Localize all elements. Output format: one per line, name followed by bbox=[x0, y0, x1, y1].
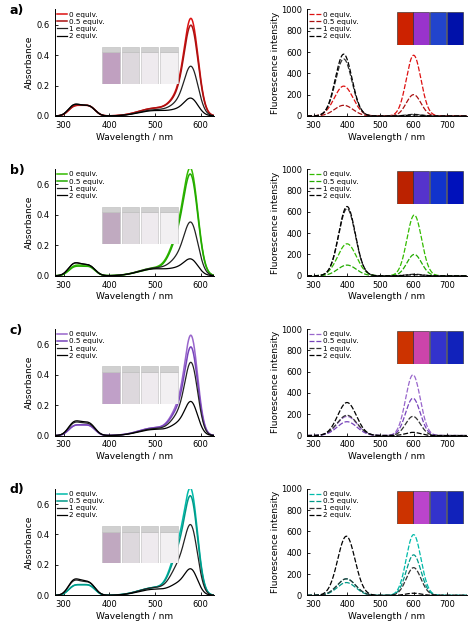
Y-axis label: Absorbance: Absorbance bbox=[25, 355, 34, 409]
X-axis label: Wavelength / nm: Wavelength / nm bbox=[96, 293, 173, 301]
X-axis label: Wavelength / nm: Wavelength / nm bbox=[96, 452, 173, 461]
Legend: 0 equiv., 0.5 equiv., 1 equiv., 2 equiv.: 0 equiv., 0.5 equiv., 1 equiv., 2 equiv. bbox=[56, 171, 105, 200]
Legend: 0 equiv., 0.5 equiv., 1 equiv., 2 equiv.: 0 equiv., 0.5 equiv., 1 equiv., 2 equiv. bbox=[309, 490, 359, 519]
X-axis label: Wavelength / nm: Wavelength / nm bbox=[348, 133, 426, 141]
Text: a): a) bbox=[10, 4, 24, 17]
Legend: 0 equiv., 0.5 equiv., 1 equiv., 2 equiv.: 0 equiv., 0.5 equiv., 1 equiv., 2 equiv. bbox=[56, 490, 105, 519]
Y-axis label: Fluorescence intensity: Fluorescence intensity bbox=[271, 11, 280, 114]
Text: d): d) bbox=[10, 484, 25, 497]
Legend: 0 equiv., 0.5 equiv., 1 equiv., 2 equiv.: 0 equiv., 0.5 equiv., 1 equiv., 2 equiv. bbox=[56, 11, 105, 40]
Legend: 0 equiv., 0.5 equiv., 1 equiv., 2 equiv.: 0 equiv., 0.5 equiv., 1 equiv., 2 equiv. bbox=[309, 330, 359, 359]
X-axis label: Wavelength / nm: Wavelength / nm bbox=[348, 612, 426, 621]
Y-axis label: Absorbance: Absorbance bbox=[25, 36, 34, 89]
Y-axis label: Fluorescence intensity: Fluorescence intensity bbox=[271, 491, 280, 593]
Legend: 0 equiv., 0.5 equiv., 1 equiv., 2 equiv.: 0 equiv., 0.5 equiv., 1 equiv., 2 equiv. bbox=[309, 11, 359, 40]
Text: c): c) bbox=[10, 323, 23, 337]
X-axis label: Wavelength / nm: Wavelength / nm bbox=[348, 293, 426, 301]
Y-axis label: Fluorescence intensity: Fluorescence intensity bbox=[271, 331, 280, 433]
Legend: 0 equiv., 0.5 equiv., 1 equiv., 2 equiv.: 0 equiv., 0.5 equiv., 1 equiv., 2 equiv. bbox=[56, 330, 105, 359]
Text: b): b) bbox=[10, 164, 25, 177]
X-axis label: Wavelength / nm: Wavelength / nm bbox=[348, 452, 426, 461]
Y-axis label: Fluorescence intensity: Fluorescence intensity bbox=[271, 171, 280, 274]
Y-axis label: Absorbance: Absorbance bbox=[25, 196, 34, 249]
Y-axis label: Absorbance: Absorbance bbox=[25, 516, 34, 569]
X-axis label: Wavelength / nm: Wavelength / nm bbox=[96, 612, 173, 621]
Legend: 0 equiv., 0.5 equiv., 1 equiv., 2 equiv.: 0 equiv., 0.5 equiv., 1 equiv., 2 equiv. bbox=[309, 171, 359, 200]
X-axis label: Wavelength / nm: Wavelength / nm bbox=[96, 133, 173, 141]
